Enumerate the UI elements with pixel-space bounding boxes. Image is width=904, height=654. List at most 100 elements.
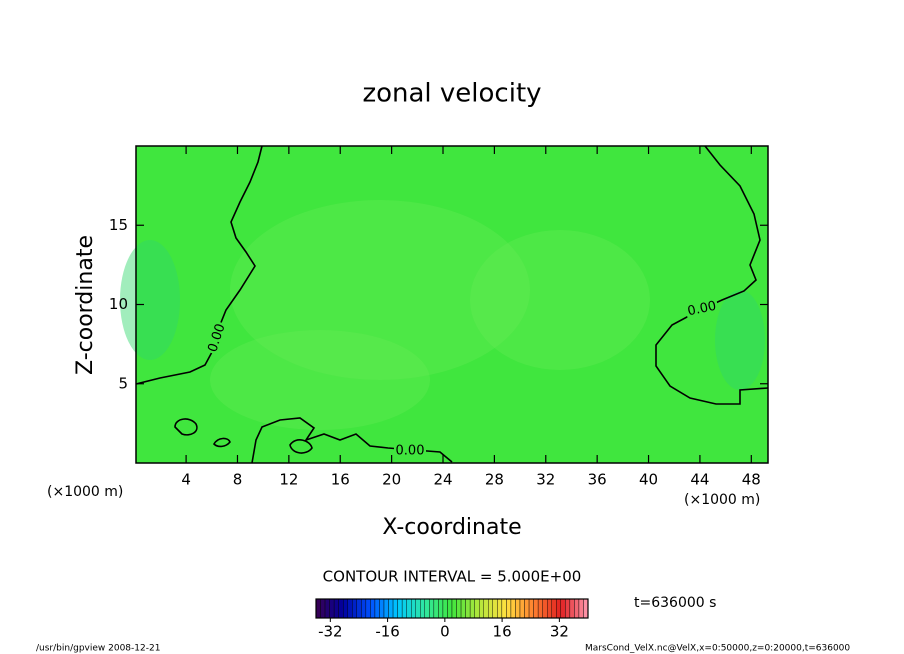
colorbar-cell <box>497 598 503 619</box>
colorbar-cell <box>406 598 412 619</box>
x-tick-label: 48 <box>742 471 761 489</box>
colorbar-cell <box>528 598 534 619</box>
colorbar-cell <box>401 598 407 619</box>
colorbar-cell <box>420 598 425 619</box>
colorbar-cell <box>392 598 398 619</box>
x-tick-label: 20 <box>382 471 401 489</box>
y-unit-label: (×1000 m) <box>47 484 123 500</box>
colorbar-cell <box>352 598 357 619</box>
colorbar-tick-label: 32 <box>550 623 569 641</box>
colorbar-cell <box>442 598 448 619</box>
colorbar-cell <box>320 598 326 619</box>
contour-line <box>135 145 263 385</box>
x-tick-label: 12 <box>279 471 298 489</box>
colorbar-cell <box>388 598 394 619</box>
colorbar-cell <box>578 598 584 619</box>
colorbar-cell <box>315 598 321 619</box>
x-tick-label: 8 <box>233 471 243 489</box>
contour-label: 0.00 <box>686 299 717 320</box>
colorbar-cell <box>519 598 525 619</box>
colorbar-cell <box>379 598 385 619</box>
colorbar-cell <box>411 598 416 619</box>
field-patch <box>210 330 430 430</box>
colorbar-cell <box>483 598 489 619</box>
colorbar-cell <box>524 598 530 619</box>
field-patch <box>470 230 650 370</box>
colorbar-cell <box>547 598 552 619</box>
colorbar-cell <box>474 598 480 619</box>
colorbar-cell <box>424 598 430 619</box>
colorbar-cell <box>347 598 353 619</box>
colorbar-cell <box>465 598 471 619</box>
colorbar-cell <box>324 598 330 619</box>
colorbar-cell <box>356 598 362 619</box>
colorbar-cell <box>510 598 516 619</box>
colorbar-cell <box>433 598 439 619</box>
x-tick-label: 36 <box>588 471 607 489</box>
contour-label-bg <box>205 320 229 356</box>
colorbar-cell <box>447 598 453 619</box>
colorbar-cell <box>515 598 521 619</box>
contour-line <box>213 437 231 448</box>
colorbar-cell <box>460 598 466 619</box>
x-tick-label: 40 <box>639 471 658 489</box>
colorbar-cell <box>556 598 561 619</box>
colorbar-cell <box>329 598 335 619</box>
x-tick-label: 44 <box>690 471 709 489</box>
colorbar-cell <box>451 598 457 619</box>
colorbar-tick-label: -16 <box>375 623 400 641</box>
colorbar-cell <box>506 598 512 619</box>
colorbar-cell <box>488 598 493 619</box>
colorbar-frame <box>315 598 589 619</box>
colorbar-cell <box>551 598 557 619</box>
colorbar-cell <box>501 598 507 619</box>
x-tick-label: 4 <box>181 471 191 489</box>
colorbar-cell <box>560 598 566 619</box>
x-unit-label: (×1000 m) <box>684 492 760 508</box>
y-axis-label: Z-coordinate <box>73 235 98 375</box>
colorbar-cell <box>370 598 376 619</box>
x-axis-label: X-coordinate <box>382 515 521 540</box>
colorbar-cell <box>569 598 575 619</box>
contour-label: 0.00 <box>396 444 425 459</box>
field-patch <box>715 290 765 390</box>
x-tick-label: 32 <box>536 471 555 489</box>
contour-line <box>289 439 313 454</box>
colorbar-cell <box>338 598 344 619</box>
contour-interval: CONTOUR INTERVAL = 5.000E+00 <box>323 568 582 586</box>
colorbar-tick-label: -32 <box>318 623 343 641</box>
colorbar-cell <box>333 598 339 619</box>
colorbar-cell <box>456 598 462 619</box>
contour-line <box>251 417 453 464</box>
colorbar-cell <box>397 598 403 619</box>
colorbar-cell <box>343 598 348 619</box>
x-tick-label: 24 <box>433 471 452 489</box>
y-tick-label: 5 <box>118 374 128 392</box>
colorbar-tick-label: 16 <box>493 623 512 641</box>
colorbar-cell <box>533 598 539 619</box>
x-tick-label: 16 <box>331 471 350 489</box>
contour-label-bg <box>394 444 426 458</box>
colorbar-cell <box>361 598 367 619</box>
colorbar-cell <box>492 598 498 619</box>
colorbar-cell <box>365 598 371 619</box>
footer-right: MarsCond_VelX.nc@VelX,x=0:50000,z=0:2000… <box>585 644 850 654</box>
colorbar-cell <box>479 598 484 619</box>
field-patch <box>120 240 180 360</box>
x-tick-label: 28 <box>485 471 504 489</box>
contour-line <box>174 418 198 436</box>
colorbar-cell <box>438 598 444 619</box>
colorbar-cell <box>383 598 389 619</box>
footer-left: /usr/bin/gpview 2008-12-21 <box>36 644 160 654</box>
colorbar-cell <box>574 598 580 619</box>
colorbar-cell <box>537 598 543 619</box>
colorbar-tick-label: 0 <box>440 623 450 641</box>
chart-title: zonal velocity <box>362 79 541 109</box>
colorbar-cell <box>429 598 435 619</box>
colorbar-cell <box>469 598 475 619</box>
colorbar-cell <box>583 598 589 619</box>
colorbar-cell <box>415 598 421 619</box>
y-tick-label: 10 <box>109 295 128 313</box>
time-label: t=636000 s <box>634 595 716 611</box>
